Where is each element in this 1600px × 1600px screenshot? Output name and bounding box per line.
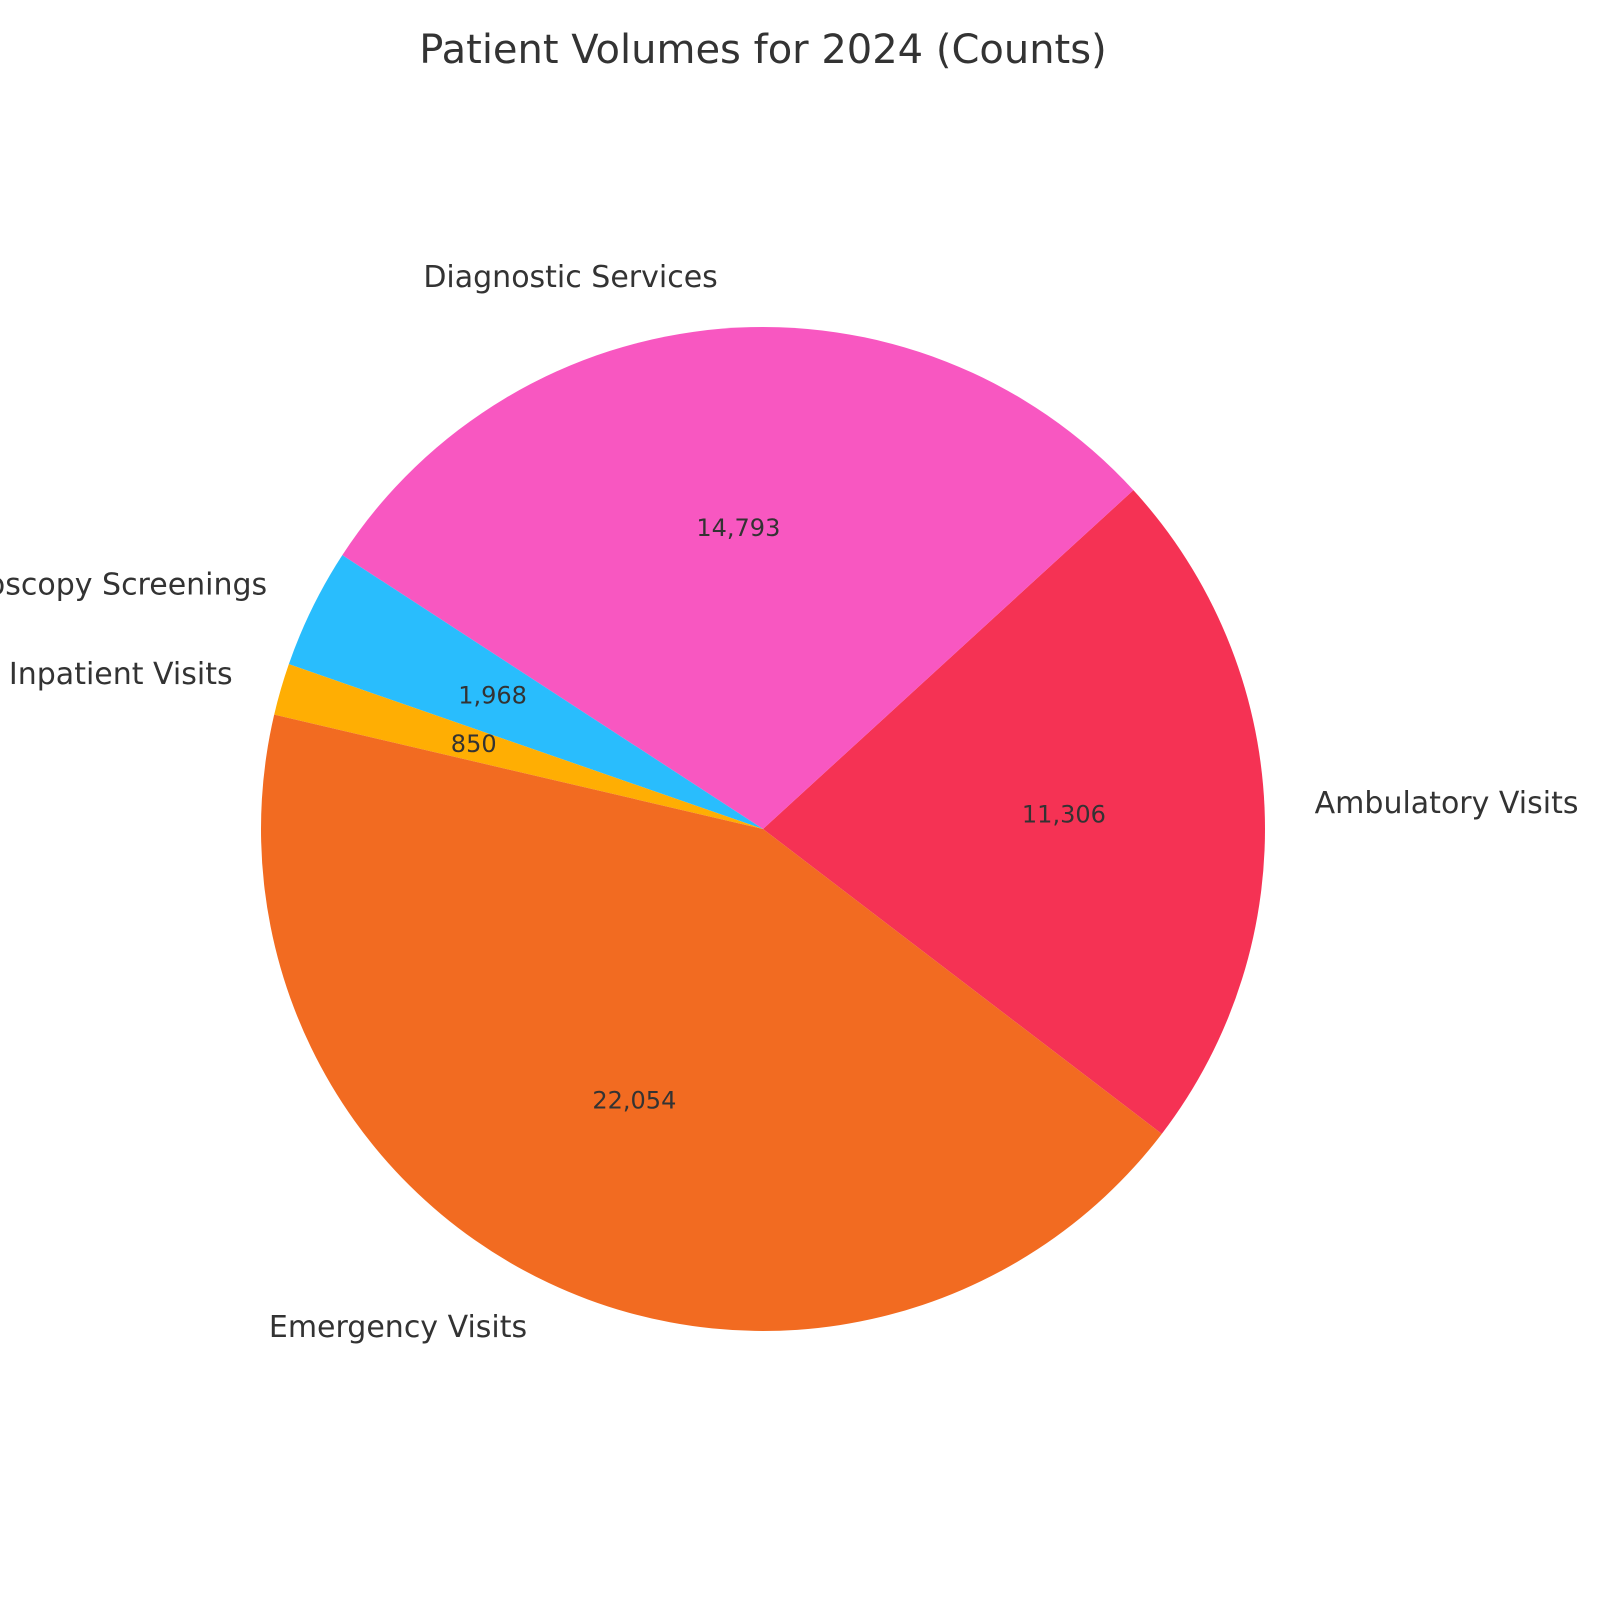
pie-labels: Ambulatory Visits 11,306 Diagnostic Servic… — [0, 260, 1578, 1345]
slice-label-endoscopy-screenings: Endoscopy Screenings — [0, 567, 267, 602]
pie-slice-endoscopy-screenings — [288, 555, 763, 829]
slice-label-diagnostic-services: Diagnostic Services — [423, 260, 718, 295]
pie-slice-ambulatory-visits — [763, 490, 1266, 1134]
slice-label-inpatient-visits: Inpatient Visits — [9, 657, 233, 692]
pie-slices — [260, 327, 1266, 1332]
chart-title: Patient Volumes for 2024 (Counts) — [419, 27, 1106, 73]
slice-value-inpatient-visits: 850 — [451, 730, 497, 758]
slice-value-diagnostic-services: 14,793 — [696, 514, 780, 542]
slice-label-emergency-visits: Emergency Visits — [269, 1310, 527, 1345]
pie-slice-emergency-visits — [260, 714, 1162, 1332]
pie-slice-inpatient-visits — [274, 664, 763, 829]
slice-value-ambulatory-visits: 11,306 — [1022, 801, 1106, 829]
pie-slice-diagnostic-services — [342, 327, 1134, 829]
slice-value-emergency-visits: 22,054 — [592, 1086, 676, 1114]
slice-value-endoscopy-screenings: 1,968 — [458, 681, 527, 709]
slice-label-ambulatory-visits: Ambulatory Visits — [1315, 786, 1579, 821]
